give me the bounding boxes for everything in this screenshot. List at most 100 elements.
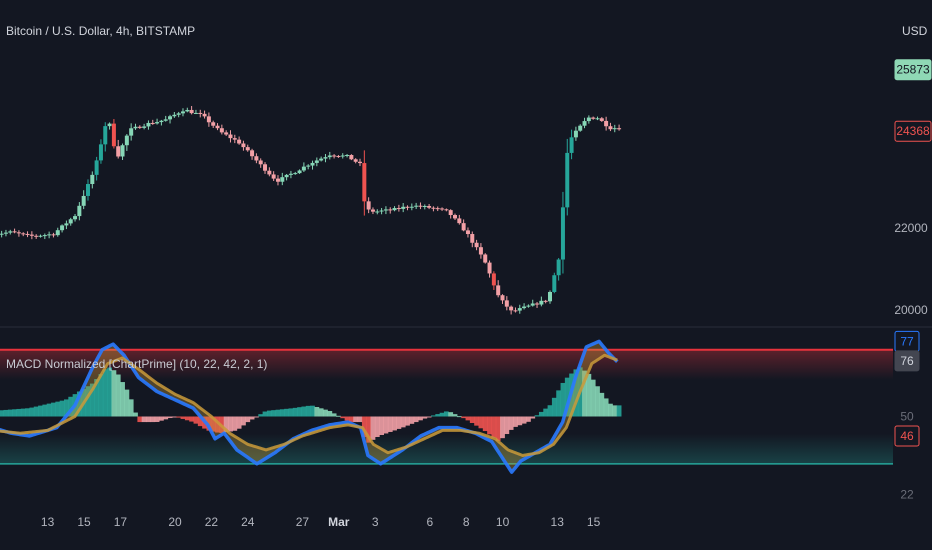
candle-body [340,155,345,157]
candle-body [189,109,194,114]
histogram-bar [560,382,566,417]
histogram-bar [590,379,596,417]
time-tick-label: 15 [77,515,91,529]
candle-body [73,216,78,220]
time-tick-label: 8 [463,515,470,529]
indicator-title[interactable]: MACD Normalized [ChartPrime] (10, 22, 42… [6,357,268,371]
histogram-bar [543,408,549,417]
histogram-bar [538,411,544,417]
candle-body [405,206,410,208]
histogram-bar [150,416,156,423]
candle-body [107,123,112,127]
candlestick-series [0,106,622,315]
candle-body [172,114,177,117]
candle-body [116,146,121,157]
candle-body [146,122,151,127]
candle-body [224,132,229,135]
oscillator-badge-label: 50 [900,410,914,424]
histogram-bar [184,416,190,421]
time-tick-label: 17 [114,515,128,529]
candle-body [103,126,108,145]
histogram-bar [137,416,143,423]
histogram-bar [297,407,302,417]
candle-body [535,303,540,305]
candle-body [206,116,211,123]
histogram-bar [603,398,609,417]
time-axis: 13 15 17 20 22 24 27 Mar 3 6 8 10 13 15 [41,515,601,529]
histogram-bar [197,416,203,427]
histogram-bar [89,383,95,417]
candle-body [586,117,591,122]
histogram-bar [133,412,138,417]
histogram-bar [413,416,419,423]
histogram-bar [426,416,432,418]
histogram-bar [163,416,169,420]
candle-body [288,173,293,175]
candle-body [241,143,246,148]
histogram-bar [98,374,104,417]
candle-body [155,122,160,124]
candle-body [215,125,220,129]
oscillator-badge-box [894,350,920,372]
candle-body [349,155,354,160]
histogram-bar [51,402,56,417]
candle-body [336,156,341,158]
candle-body [547,291,552,302]
candle-body [474,242,479,248]
histogram-bar [340,416,346,419]
histogram-bar [301,406,307,417]
price-badge-label: 25873 [896,63,930,77]
histogram-bar [107,367,112,417]
candle-body [159,120,164,123]
candle-body [375,211,380,213]
candle-body [353,159,358,162]
candle-body [29,234,34,236]
candle-body [176,113,181,115]
candle-body [120,145,125,157]
histogram-bar [171,416,177,418]
oscillator-badge-label: 46 [900,429,914,443]
candle-body [0,233,4,235]
candle-body [198,112,203,114]
histogram-bar [400,416,406,428]
histogram-bar [452,414,458,417]
symbol-title[interactable]: Bitcoin / U.S. Dollar, 4h, BITSTAMP [6,24,196,38]
candle-body [185,109,190,112]
candle-body [258,160,263,165]
candle-body [314,160,319,163]
candle-body [431,207,436,209]
histogram-bar [266,410,272,417]
candle-body [543,300,548,302]
histogram-bar [612,405,618,417]
macd-line [0,339,619,474]
histogram-bar [288,408,294,417]
candle-body [552,275,557,292]
histogram-bar [491,416,497,438]
candle-body [293,173,298,175]
currency-label[interactable]: USD [902,24,928,38]
candle-body [237,139,242,144]
candle-body [526,305,531,307]
candle-body [275,178,280,182]
histogram-bar [443,411,449,417]
candle-body [414,205,419,207]
histogram-bar [595,386,600,417]
histogram-bar [176,416,182,418]
candle-body [193,112,198,114]
histogram-bar [599,392,605,417]
histogram-bar [210,416,216,432]
candle-body [478,247,483,255]
candle-body [64,223,69,226]
histogram-bar [94,379,100,417]
candle-body [617,128,622,130]
candle-body [3,232,8,234]
candle-body [47,234,52,236]
histogram-bar [513,416,518,427]
histogram-bar [228,416,233,432]
candle-body [345,155,350,157]
time-tick-label: 6 [426,515,433,529]
candle-body [60,225,65,231]
histogram-bar [232,416,238,431]
candle-body [418,205,423,207]
